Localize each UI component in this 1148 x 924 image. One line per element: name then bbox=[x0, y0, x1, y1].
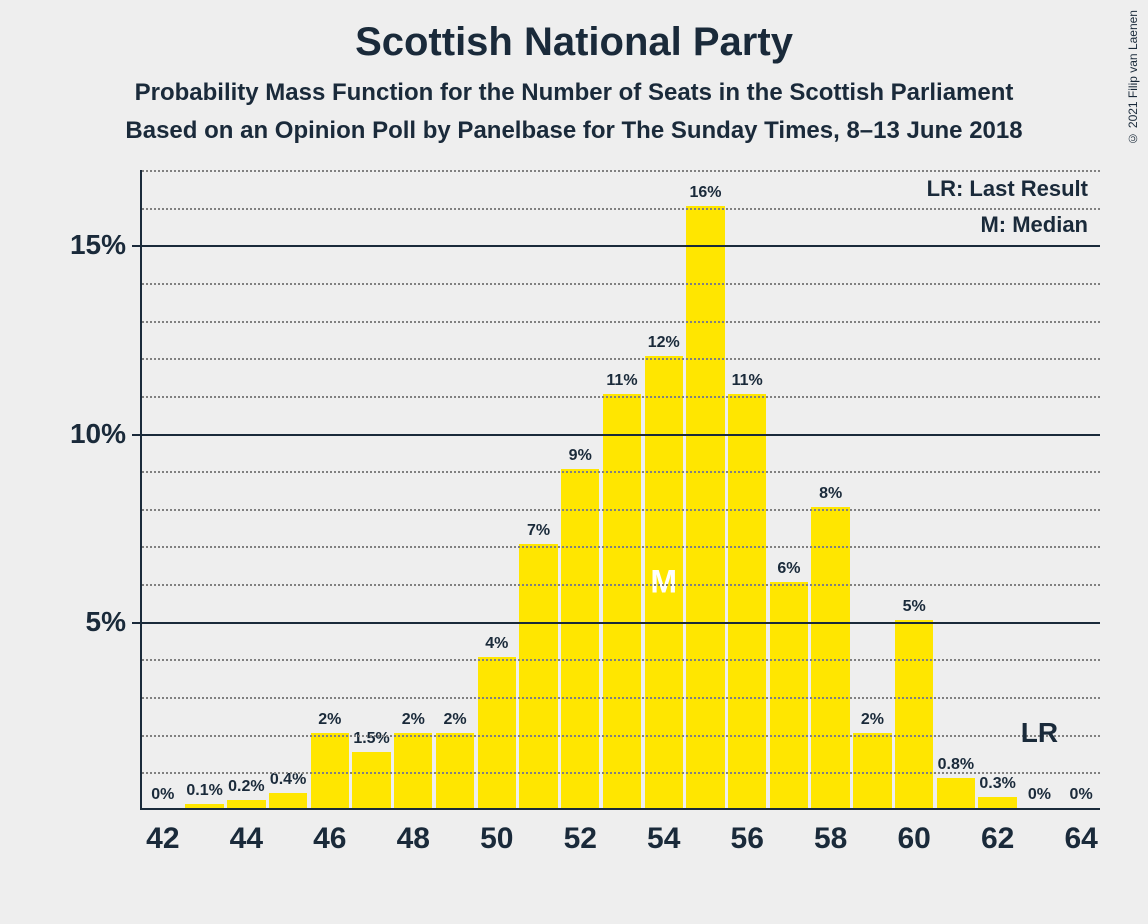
x-axis-label: 54 bbox=[647, 808, 680, 856]
x-axis-label: 62 bbox=[981, 808, 1014, 856]
bar: 11% bbox=[728, 394, 766, 808]
bar: 5% bbox=[895, 620, 933, 808]
grid-major bbox=[142, 434, 1100, 436]
grid-minor bbox=[142, 584, 1100, 586]
bar: 8% bbox=[811, 507, 849, 808]
bar-value-label: 2% bbox=[402, 711, 425, 733]
bar-value-label: 2% bbox=[318, 711, 341, 733]
bar-value-label: 0.2% bbox=[228, 778, 264, 800]
bar-value-label: 8% bbox=[819, 485, 842, 507]
bar: 12%M bbox=[645, 356, 683, 808]
bar-value-label: 0.3% bbox=[979, 775, 1015, 797]
bar-value-label: 12% bbox=[648, 334, 680, 356]
x-axis-label: 60 bbox=[897, 808, 930, 856]
bar-value-label: 0.1% bbox=[186, 782, 222, 804]
bar-value-label: 0% bbox=[151, 786, 174, 808]
subtitle-1: Probability Mass Function for the Number… bbox=[0, 79, 1148, 107]
bar-value-label: 2% bbox=[861, 711, 884, 733]
bar: 0.4% bbox=[269, 793, 307, 808]
bar: 4% bbox=[478, 657, 516, 808]
bar: 11% bbox=[603, 394, 641, 808]
grid-minor bbox=[142, 396, 1100, 398]
bar-value-label: 4% bbox=[485, 635, 508, 657]
grid-minor bbox=[142, 772, 1100, 774]
bar: 2% bbox=[394, 733, 432, 808]
bar-value-label: 5% bbox=[903, 598, 926, 620]
bar-value-label: 11% bbox=[732, 372, 763, 394]
bar-value-label: 16% bbox=[689, 184, 721, 206]
grid-minor bbox=[142, 170, 1100, 172]
grid-minor bbox=[142, 697, 1100, 699]
bar-value-label: 0% bbox=[1070, 786, 1093, 808]
bar: 16% bbox=[686, 206, 724, 808]
bar: 1.5% bbox=[352, 752, 390, 808]
grid-minor bbox=[142, 659, 1100, 661]
x-axis-label: 50 bbox=[480, 808, 513, 856]
grid-minor bbox=[142, 471, 1100, 473]
x-axis-label: 56 bbox=[731, 808, 764, 856]
bar-value-label: 0% bbox=[1028, 786, 1051, 808]
y-axis-label: 15% bbox=[70, 229, 142, 261]
bar-value-label: 7% bbox=[527, 522, 550, 544]
x-axis-label: 46 bbox=[313, 808, 346, 856]
bar-value-label: 0.8% bbox=[938, 756, 974, 778]
main-title: Scottish National Party bbox=[0, 20, 1148, 65]
grid-minor bbox=[142, 546, 1100, 548]
grid-minor bbox=[142, 321, 1100, 323]
bar-value-label: 2% bbox=[443, 711, 466, 733]
bar: 0.8% bbox=[937, 778, 975, 808]
grid-minor bbox=[142, 509, 1100, 511]
bar-value-label: 6% bbox=[777, 560, 800, 582]
grid-major bbox=[142, 622, 1100, 624]
bar: 2% bbox=[311, 733, 349, 808]
title-block: Scottish National Party Probability Mass… bbox=[0, 0, 1148, 145]
median-mark: M bbox=[650, 564, 677, 601]
x-axis-label: 52 bbox=[564, 808, 597, 856]
bar: 9% bbox=[561, 469, 599, 808]
bar: 2% bbox=[853, 733, 891, 808]
bar: 0.3% bbox=[978, 797, 1016, 808]
x-axis-label: 48 bbox=[397, 808, 430, 856]
y-axis-label: 10% bbox=[70, 418, 142, 450]
bars-container: 0%0.1%0.2%0.4%2%1.5%2%2%4%7%9%11%12%M16%… bbox=[142, 170, 1100, 808]
chart: LR: Last Result M: Median 0%0.1%0.2%0.4%… bbox=[60, 170, 1120, 890]
bar: 0.1% bbox=[185, 804, 223, 808]
x-axis-label: 58 bbox=[814, 808, 847, 856]
plot-area: LR: Last Result M: Median 0%0.1%0.2%0.4%… bbox=[140, 170, 1100, 810]
bar-value-label: 1.5% bbox=[353, 730, 389, 752]
x-axis-label: 42 bbox=[146, 808, 179, 856]
grid-minor bbox=[142, 208, 1100, 210]
grid-minor bbox=[142, 358, 1100, 360]
grid-minor bbox=[142, 283, 1100, 285]
bar-value-label: 9% bbox=[569, 447, 592, 469]
last-result-mark: LR bbox=[1021, 717, 1058, 749]
y-axis-label: 5% bbox=[86, 606, 142, 638]
bar: 2% bbox=[436, 733, 474, 808]
grid-major bbox=[142, 245, 1100, 247]
x-axis-label: 44 bbox=[230, 808, 263, 856]
subtitle-2: Based on an Opinion Poll by Panelbase fo… bbox=[0, 117, 1148, 145]
bar-value-label: 11% bbox=[606, 372, 637, 394]
bar: 0.2% bbox=[227, 800, 265, 808]
copyright-text: © 2021 Filip van Laenen bbox=[1126, 10, 1140, 145]
grid-minor bbox=[142, 735, 1100, 737]
x-axis-label: 64 bbox=[1064, 808, 1097, 856]
